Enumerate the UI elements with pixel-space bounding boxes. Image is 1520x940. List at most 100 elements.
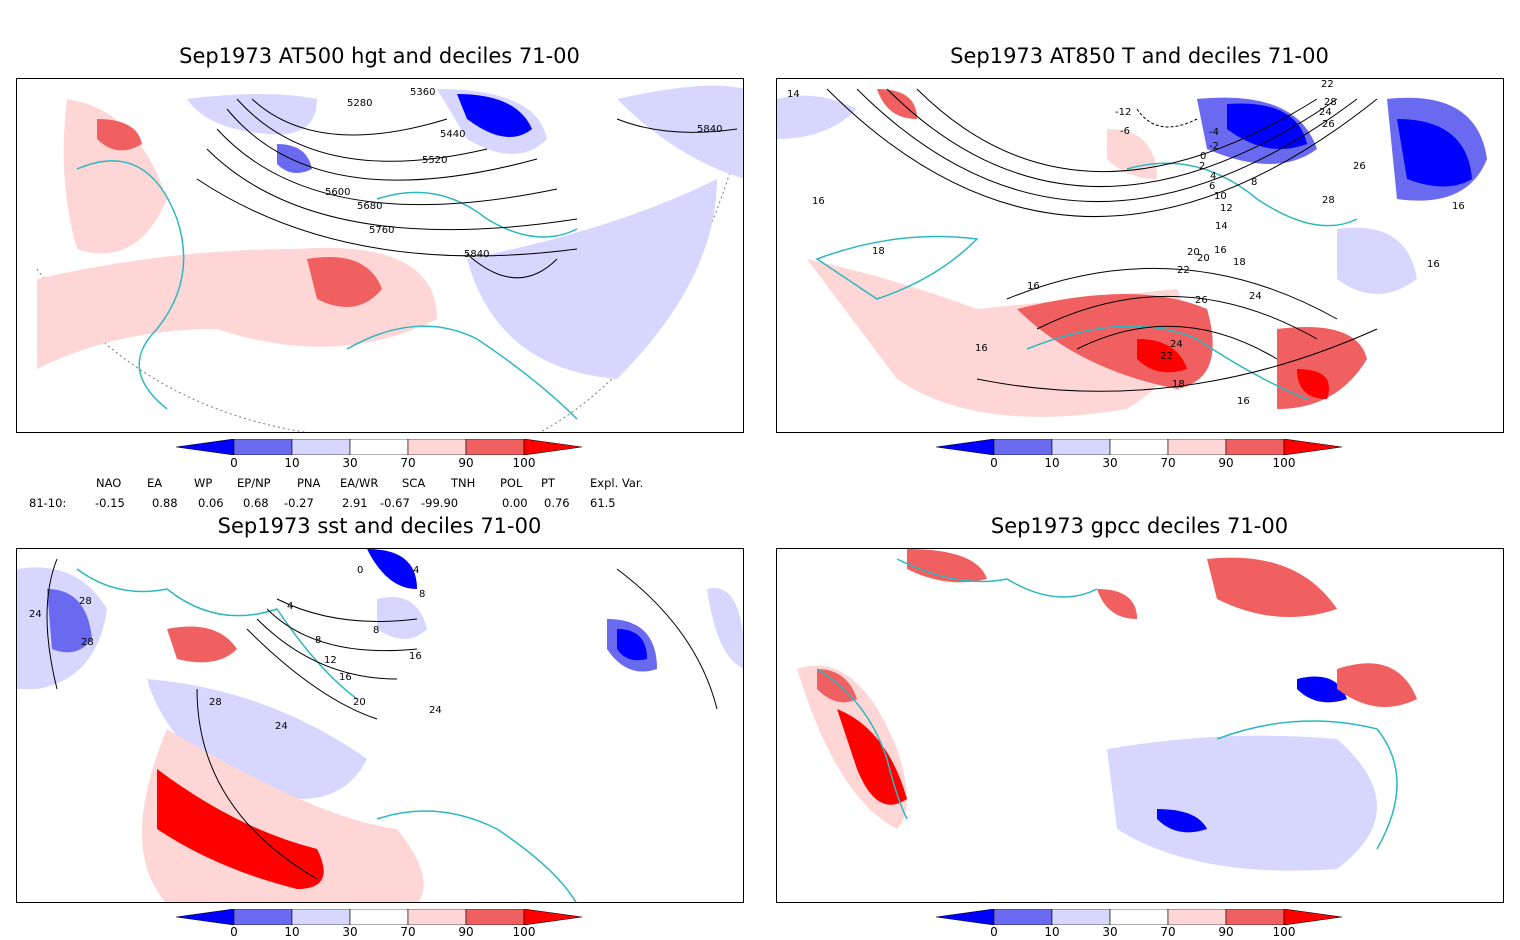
map-hgt500: 5280 5360 5440 5520 5600 5680 5760 5840 … bbox=[17, 79, 743, 432]
colorbar-tick: 100 bbox=[1272, 925, 1296, 939]
colorbar-swatch bbox=[291, 438, 351, 456]
contour-label: 20 bbox=[1187, 247, 1200, 258]
colorbar-tick: 10 bbox=[1044, 925, 1060, 939]
contour-label: 5520 bbox=[422, 155, 447, 166]
contour-label: 28 bbox=[81, 637, 94, 648]
contour-label: 28 bbox=[209, 697, 222, 708]
colorbar-swatch bbox=[175, 908, 235, 926]
index-header: TNH bbox=[451, 476, 476, 490]
colorbar-swatch bbox=[233, 908, 293, 926]
index-value: 0.06 bbox=[198, 496, 224, 510]
colorbar-tick: 10 bbox=[284, 456, 300, 470]
colorbar-swatch bbox=[935, 908, 995, 926]
contour-label: 26 bbox=[1322, 119, 1335, 130]
contour-label: 16 bbox=[1452, 201, 1465, 212]
contour-label: 28 bbox=[1322, 195, 1335, 206]
contour-label: 16 bbox=[975, 343, 988, 354]
colorbar-swatch bbox=[407, 438, 467, 456]
contour-label: 14 bbox=[787, 89, 800, 100]
contour-label: 16 bbox=[339, 672, 352, 683]
index-value: -99.90 bbox=[421, 496, 459, 510]
contour-label: 5760 bbox=[369, 225, 394, 236]
colorbar-tick: 100 bbox=[512, 925, 536, 939]
contour-label: 8 bbox=[1251, 177, 1257, 188]
colorbar-swatch bbox=[291, 908, 351, 926]
index-header: SCA bbox=[402, 476, 426, 490]
colorbar-tick: 30 bbox=[342, 456, 358, 470]
index-value: 0.76 bbox=[544, 496, 570, 510]
colorbar-tick: 30 bbox=[1102, 925, 1118, 939]
contour-label: -6 bbox=[1120, 126, 1130, 137]
contour-label: 5840 bbox=[464, 249, 489, 260]
colorbar-tick: 90 bbox=[1218, 456, 1234, 470]
index-value: -0.67 bbox=[380, 496, 410, 510]
colorbar-tick: 90 bbox=[458, 925, 474, 939]
contour-label: 22 bbox=[1321, 79, 1334, 90]
colorbar-swatch bbox=[1225, 438, 1285, 456]
contour-label: 5360 bbox=[410, 87, 435, 98]
contour-label: 22 bbox=[1177, 265, 1190, 276]
colorbar-tick: 0 bbox=[990, 456, 998, 470]
colorbar-tick: 30 bbox=[1102, 456, 1118, 470]
panel-title-hgt500: Sep1973 AT500 hgt and deciles 71-00 bbox=[179, 44, 580, 68]
index-header: EA/WR bbox=[340, 476, 379, 490]
colorbar-swatch bbox=[407, 908, 467, 926]
index-value: -0.27 bbox=[284, 496, 314, 510]
contour-label: 6 bbox=[1209, 181, 1215, 192]
contour-label: 12 bbox=[1220, 203, 1233, 214]
contour-label: -2 bbox=[1209, 141, 1219, 152]
panel-title-sst: Sep1973 sst and deciles 71-00 bbox=[217, 514, 542, 538]
colorbar-swatch bbox=[523, 908, 583, 926]
index-header: PNA bbox=[297, 476, 321, 490]
map-gpcc bbox=[797, 549, 1417, 871]
contour-label: 10 bbox=[1214, 191, 1227, 202]
map-panel-hgt500: 5280 5360 5440 5520 5600 5680 5760 5840 … bbox=[16, 78, 744, 433]
contour-label: 5840 bbox=[697, 124, 722, 135]
contour-label: 16 bbox=[1027, 281, 1040, 292]
colorbar-swatch bbox=[349, 908, 409, 926]
colorbar-swatch bbox=[935, 438, 995, 456]
colorbar-tick: 70 bbox=[1160, 456, 1176, 470]
contour-label: 12 bbox=[324, 655, 337, 666]
contour-label: 22 bbox=[1160, 351, 1173, 362]
contour-label: -4 bbox=[1209, 127, 1219, 138]
index-header: EP/NP bbox=[237, 476, 271, 490]
index-table: NAO EA WP EP/NP PNA EA/WR SCA TNH POL PT… bbox=[0, 476, 700, 512]
index-header: Expl. Var. bbox=[590, 476, 644, 490]
contour-label: 16 bbox=[1214, 245, 1227, 256]
contour-label: 24 bbox=[275, 721, 288, 732]
colorbar-swatch bbox=[1283, 908, 1343, 926]
colorbar-swatch bbox=[465, 908, 525, 926]
map-sst: 24 28 28 28 24 4 8 12 16 20 24 16 8 4 8 … bbox=[17, 549, 743, 902]
colorbar-swatch bbox=[1109, 438, 1169, 456]
colorbar-swatch bbox=[1283, 438, 1343, 456]
contour-label: 26 bbox=[1195, 295, 1208, 306]
colorbar-swatches bbox=[935, 908, 1343, 926]
map-t850: 14 16 16 16 16 16 16 18 18 18 20 22 22 2… bbox=[777, 79, 1487, 417]
index-header: EA bbox=[147, 476, 163, 490]
index-value: 0.88 bbox=[152, 496, 178, 510]
contour-label: 8 bbox=[315, 635, 321, 646]
map-panel-t850: 14 16 16 16 16 16 16 18 18 18 20 22 22 2… bbox=[776, 78, 1504, 433]
colorbar-swatch bbox=[349, 438, 409, 456]
index-row-label: 81-10: bbox=[29, 496, 67, 510]
contour-label: 5600 bbox=[325, 187, 350, 198]
colorbar-swatch bbox=[523, 438, 583, 456]
colorbar-swatch bbox=[1109, 908, 1169, 926]
contour-label: -12 bbox=[1115, 107, 1131, 118]
colorbar-tick: 100 bbox=[1272, 456, 1296, 470]
colorbar-tick: 10 bbox=[284, 925, 300, 939]
index-value: 61.5 bbox=[590, 496, 616, 510]
contour-label: 8 bbox=[373, 625, 379, 636]
contour-label: 0 bbox=[357, 565, 363, 576]
index-value: -0.15 bbox=[95, 496, 125, 510]
colorbar-swatches bbox=[935, 438, 1343, 456]
colorbar-tick: 90 bbox=[458, 456, 474, 470]
contour-label: 5280 bbox=[347, 98, 372, 109]
colorbar-tick: 70 bbox=[1160, 925, 1176, 939]
colorbar-bottom-right bbox=[932, 908, 1346, 926]
colorbar-tick: 0 bbox=[230, 456, 238, 470]
map-panel-sst: 24 28 28 28 24 4 8 12 16 20 24 16 8 4 8 … bbox=[16, 548, 744, 903]
colorbar-swatch bbox=[1167, 908, 1227, 926]
panel-title-t850: Sep1973 AT850 T and deciles 71-00 bbox=[950, 44, 1329, 68]
